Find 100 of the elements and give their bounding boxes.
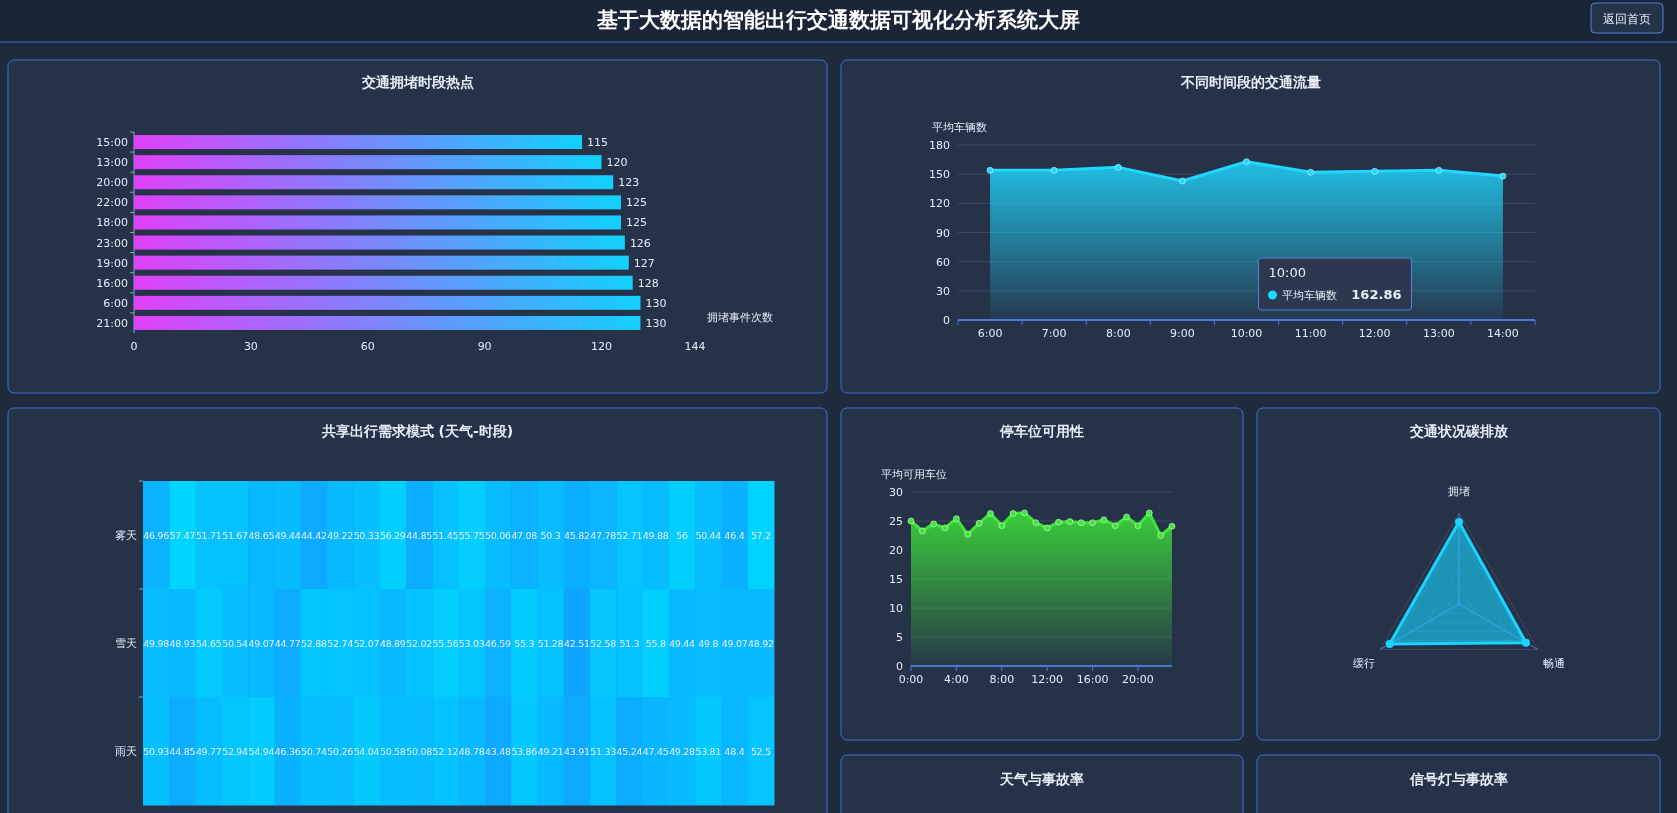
chart-title: 交通拥堵时段热点 bbox=[360, 74, 474, 90]
point bbox=[907, 517, 915, 525]
data-label: 44.85 bbox=[169, 746, 196, 757]
legend-label: 平均车辆数 bbox=[1281, 289, 1337, 302]
y-tick-label: 5 bbox=[896, 631, 903, 644]
data-label: 49.44 bbox=[669, 638, 696, 649]
y-tick-label: 雾天 bbox=[115, 529, 137, 542]
x-tick-label: 12:00 bbox=[1031, 673, 1064, 686]
annotation: 162.86 bbox=[1351, 287, 1402, 302]
y-tick-label: 180 bbox=[929, 139, 950, 152]
point bbox=[1066, 518, 1074, 525]
y-tick-label: 30 bbox=[889, 486, 903, 499]
y-axis-title: 平均车辆数 bbox=[932, 121, 987, 134]
data-label: 46.59 bbox=[485, 638, 512, 649]
data-label: 51.33 bbox=[590, 746, 617, 757]
data-label: 51.67 bbox=[222, 530, 249, 541]
data-label: 53.03 bbox=[458, 638, 485, 649]
y-tick-label: 10 bbox=[889, 602, 903, 615]
x-tick-label: 12:00 bbox=[1358, 327, 1391, 340]
x-tick-label: 20:00 bbox=[1122, 673, 1154, 686]
data-label: 120 bbox=[606, 156, 628, 170]
point bbox=[1043, 524, 1051, 532]
point bbox=[1050, 167, 1058, 174]
data-label: 46.96 bbox=[143, 530, 170, 541]
data-label: 115 bbox=[587, 136, 609, 150]
point bbox=[964, 531, 971, 538]
y-tick-label: 19:00 bbox=[96, 256, 128, 270]
data-label: 55.56 bbox=[432, 638, 459, 649]
text: 天气与事故率 bbox=[999, 771, 1084, 787]
bar bbox=[134, 175, 614, 190]
y-tick-label: 15:00 bbox=[96, 136, 128, 150]
chart-title: 交通状况碳排放 bbox=[1408, 423, 1509, 439]
data-label: 51.28 bbox=[537, 638, 564, 649]
x-tick-label: 120 bbox=[591, 340, 612, 353]
y-tick-label: 0 bbox=[896, 660, 903, 673]
data-label: 47.45 bbox=[642, 746, 669, 757]
data-label: 48.92 bbox=[748, 638, 774, 649]
bar bbox=[134, 315, 641, 330]
x-tick-label: 13:00 bbox=[1422, 327, 1455, 340]
point bbox=[1089, 519, 1096, 526]
data-label: 48.78 bbox=[458, 746, 485, 757]
x-tick-label: 30 bbox=[243, 340, 258, 353]
data-label: 50.44 bbox=[695, 530, 722, 541]
point bbox=[1168, 522, 1176, 530]
data-label: 42.51 bbox=[563, 638, 590, 649]
x-tick-label: 9:00 bbox=[1170, 327, 1195, 340]
y-tick-label: 20 bbox=[889, 544, 903, 557]
point bbox=[1009, 510, 1017, 517]
data-label: 47.08 bbox=[511, 530, 538, 541]
point bbox=[1021, 509, 1028, 517]
spoke-label: 畅通 bbox=[1542, 656, 1565, 670]
point bbox=[930, 520, 937, 528]
data-label: 56.29 bbox=[379, 530, 406, 541]
y-tick-label: 0 bbox=[943, 314, 950, 327]
bar bbox=[134, 135, 583, 150]
x-tick-label: 90 bbox=[477, 340, 492, 353]
chart-title: 不同时间段的交通流量 bbox=[1179, 74, 1321, 90]
y-tick-label: 23:00 bbox=[96, 236, 128, 250]
data-label: 49.07 bbox=[721, 638, 748, 649]
data-label: 49.77 bbox=[195, 746, 222, 757]
data-label: 48.65 bbox=[248, 530, 275, 541]
y-tick-label: 13:00 bbox=[96, 156, 128, 170]
y-tick-label: 60 bbox=[936, 255, 950, 269]
data-label: 55.8 bbox=[645, 638, 666, 649]
data-label: 57.47 bbox=[169, 530, 196, 541]
x-tick-label: 11:00 bbox=[1294, 327, 1327, 340]
data-label: 51.45 bbox=[432, 530, 459, 541]
data-label: 53.81 bbox=[695, 746, 722, 757]
point bbox=[1055, 518, 1062, 526]
data-label: 55.75 bbox=[458, 530, 485, 541]
data-label: 52.12 bbox=[432, 746, 459, 757]
data-label: 50.74 bbox=[301, 746, 327, 757]
bar bbox=[134, 215, 621, 230]
data-label: 55.3 bbox=[514, 638, 535, 649]
data-label: 125 bbox=[625, 196, 647, 210]
chart-title: 共享出行需求模式 (天气-时段) bbox=[320, 423, 514, 439]
text: 返回首页 bbox=[1603, 12, 1651, 26]
y-axis-title: 平均可用车位 bbox=[881, 468, 947, 481]
y-tick-label: 21:00 bbox=[96, 316, 128, 330]
data-label: 44.85 bbox=[406, 530, 433, 541]
data-label: 52.94 bbox=[222, 746, 249, 757]
data-label: 49.88 bbox=[642, 530, 669, 541]
data-label: 130 bbox=[645, 316, 667, 330]
point bbox=[1123, 513, 1130, 521]
point bbox=[1134, 522, 1142, 529]
data-label: 49.98 bbox=[143, 638, 170, 649]
data-label: 126 bbox=[629, 236, 651, 250]
point bbox=[1371, 168, 1378, 175]
data-label: 47.78 bbox=[590, 530, 617, 541]
x-tick-label: 10:00 bbox=[1230, 327, 1263, 340]
point bbox=[1435, 167, 1443, 174]
y-tick-label: 120 bbox=[929, 197, 950, 211]
point bbox=[1100, 516, 1108, 524]
data-label: 49.22 bbox=[327, 530, 354, 541]
data-label: 52.71 bbox=[616, 530, 643, 541]
x-tick-label: 0:00 bbox=[898, 673, 924, 686]
spoke-label: 缓行 bbox=[1353, 656, 1376, 670]
y-tick-label: 25 bbox=[889, 515, 903, 528]
x-tick-label: 8:00 bbox=[989, 673, 1015, 686]
point bbox=[987, 510, 994, 517]
